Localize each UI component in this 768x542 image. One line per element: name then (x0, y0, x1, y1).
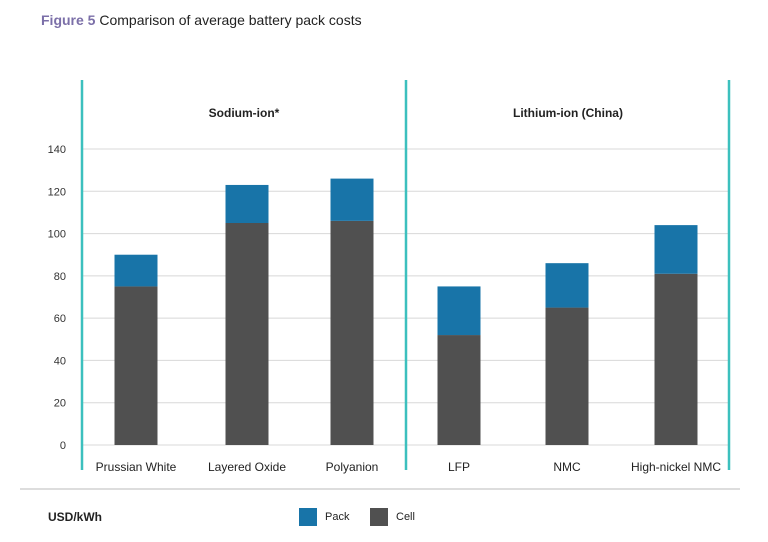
y-tick-label: 40 (54, 355, 66, 367)
x-tick-label: NMC (553, 460, 581, 474)
bar-pack (545, 263, 589, 308)
figure-title-text: Comparison of average battery pack costs (99, 12, 362, 28)
bar-cell (330, 220, 374, 445)
bar-cell (437, 335, 481, 445)
y-tick-label: 60 (54, 313, 66, 325)
bar-pack (114, 254, 158, 287)
figure-title: Figure 5 Comparison of average battery p… (41, 12, 362, 28)
y-tick-label: 140 (48, 144, 66, 156)
bar-pack (654, 225, 698, 274)
bar-cell (114, 286, 158, 445)
legend-item-pack: Pack (299, 508, 349, 526)
y-tick-label: 80 (54, 271, 66, 283)
x-tick-label: Prussian White (96, 460, 177, 474)
bar-pack (225, 184, 269, 223)
group-header: Sodium-ion* (209, 106, 280, 120)
bar-cell (225, 223, 269, 445)
y-tick-label: 100 (48, 229, 66, 241)
bar-pack (330, 178, 374, 221)
legend-label-pack: Pack (325, 511, 350, 523)
x-tick-label: High-nickel NMC (631, 460, 721, 474)
x-tick-label: Polyanion (326, 460, 379, 474)
y-tick-label: 120 (48, 186, 66, 198)
y-tick-label: 0 (60, 440, 66, 452)
bar-cell (654, 273, 698, 445)
legend-item-cell: Cell (370, 508, 415, 526)
bar-pack (437, 286, 481, 336)
legend-swatch-cell (370, 508, 388, 526)
x-tick-label: Layered Oxide (208, 460, 286, 474)
bar-cell (545, 307, 589, 445)
legend-swatch-pack (299, 508, 317, 526)
y-tick-label: 20 (54, 398, 66, 410)
legend-label-cell: Cell (396, 511, 415, 523)
units-label: USD/kWh (48, 510, 102, 524)
group-header: Lithium-ion (China) (513, 106, 623, 120)
figure-label: Figure 5 (41, 12, 96, 28)
x-tick-label: LFP (448, 460, 470, 474)
